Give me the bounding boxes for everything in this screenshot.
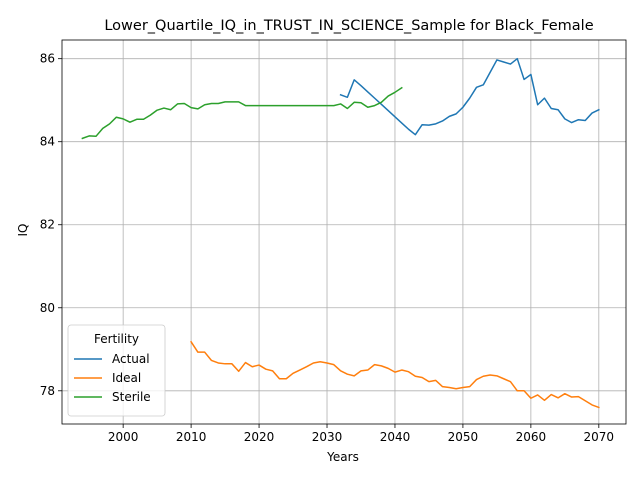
- y-tick-label: 80: [40, 301, 55, 315]
- y-tick-label: 82: [40, 218, 55, 232]
- legend: Fertility Actual Ideal Sterile: [67, 324, 166, 417]
- x-tick-label: 2060: [516, 430, 547, 444]
- x-tick-label: 2010: [176, 430, 207, 444]
- x-tick-label: 2040: [380, 430, 411, 444]
- y-axis-ticks: 78 80 82 84 86: [40, 52, 62, 398]
- legend-box: [67, 324, 166, 417]
- x-tick-label: 2030: [312, 430, 343, 444]
- y-tick-label: 84: [40, 135, 55, 149]
- y-tick-label: 78: [40, 384, 55, 398]
- x-axis-label: Years: [326, 450, 359, 464]
- legend-items: Actual Ideal Sterile: [74, 352, 151, 404]
- chart-title: Lower_Quartile_IQ_in_TRUST_IN_SCIENCE_Sa…: [104, 18, 593, 34]
- x-tick-label: 2000: [108, 430, 139, 444]
- y-tick-label: 86: [40, 52, 55, 66]
- x-tick-label: 2070: [584, 430, 615, 444]
- series-layer: [81, 57, 600, 409]
- series-line-actual: [339, 57, 600, 136]
- x-tick-label: 2020: [244, 430, 275, 444]
- legend-label-ideal: Ideal: [112, 371, 141, 385]
- x-tick-label: 2050: [448, 430, 479, 444]
- x-axis-ticks: 2000 2010 2020 2030 2040 2050 2060 2070: [108, 424, 614, 444]
- legend-title: Fertility: [94, 332, 139, 346]
- legend-label-sterile: Sterile: [112, 390, 151, 404]
- plot-frame: [61, 39, 627, 425]
- y-axis-label: IQ: [16, 224, 30, 237]
- series-line-sterile: [81, 86, 403, 140]
- series-line-ideal: [190, 340, 600, 409]
- legend-label-actual: Actual: [112, 352, 150, 366]
